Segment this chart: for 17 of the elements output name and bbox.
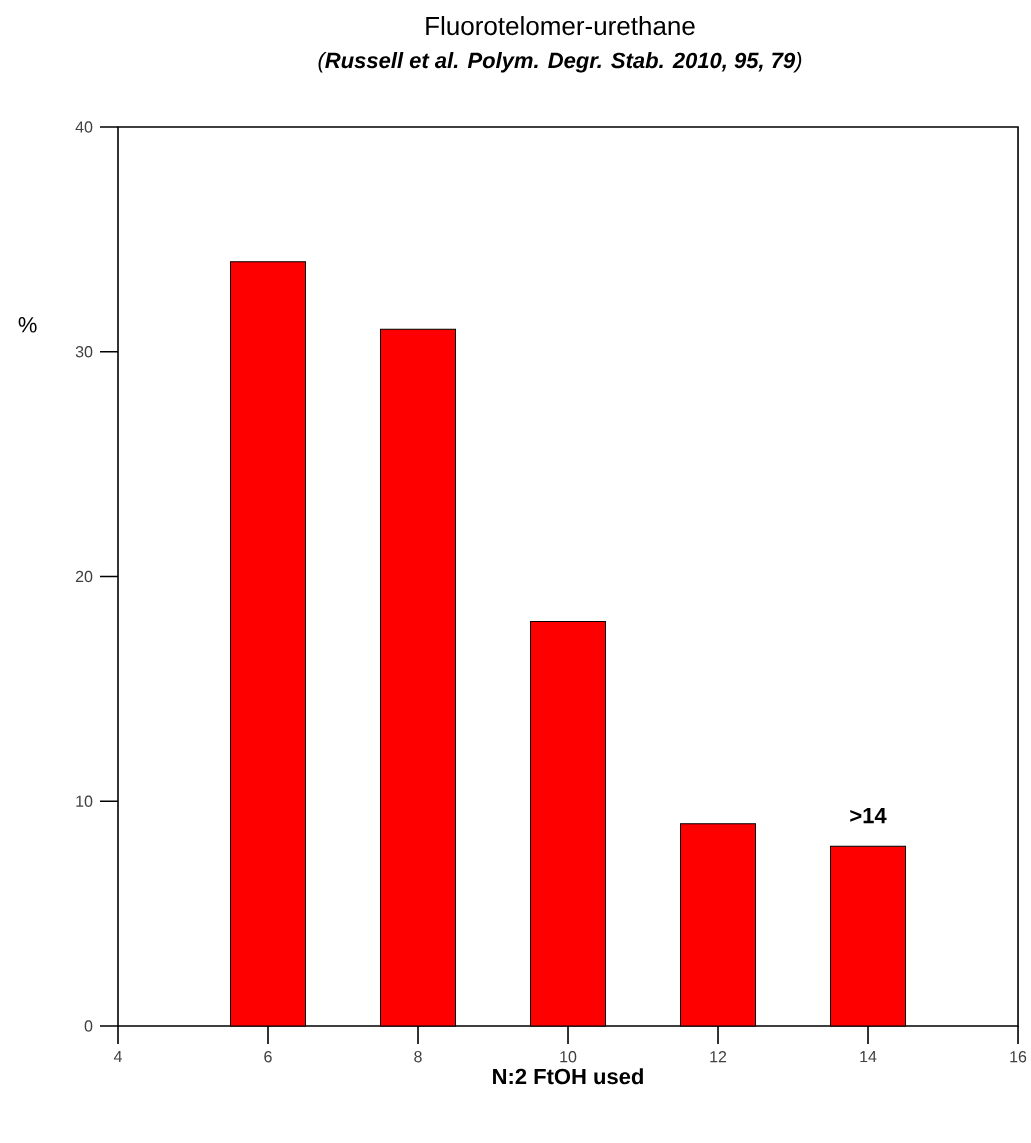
x-tick-label: 4	[113, 1051, 122, 1063]
x-tick-label: 10	[560, 1051, 577, 1063]
x-tick-label: 8	[414, 1051, 422, 1063]
y-tick-label: 40	[75, 121, 93, 133]
y-axis-title: %	[18, 317, 37, 333]
chart-title: Fluorotelomer-urethane	[426, 16, 695, 36]
y-tick-label: 20	[75, 570, 93, 583]
x-tick-label: 14	[860, 1051, 877, 1063]
y-tick-label: 0	[84, 1020, 93, 1032]
x-axis-title: N:2 FtOH used	[493, 1068, 643, 1085]
x-tick-label: 16	[1010, 1051, 1027, 1063]
x-tick-label: 6	[264, 1051, 272, 1063]
y-tick-label: 10	[76, 795, 93, 807]
x-tick-label: 12	[710, 1051, 727, 1063]
y-tick-label: 30	[75, 346, 93, 358]
annotation: >14	[850, 808, 887, 824]
chart-subtitle: (Russell et al. Polym. Degr. Stab. 2010, 95, 79)	[318, 52, 802, 73]
